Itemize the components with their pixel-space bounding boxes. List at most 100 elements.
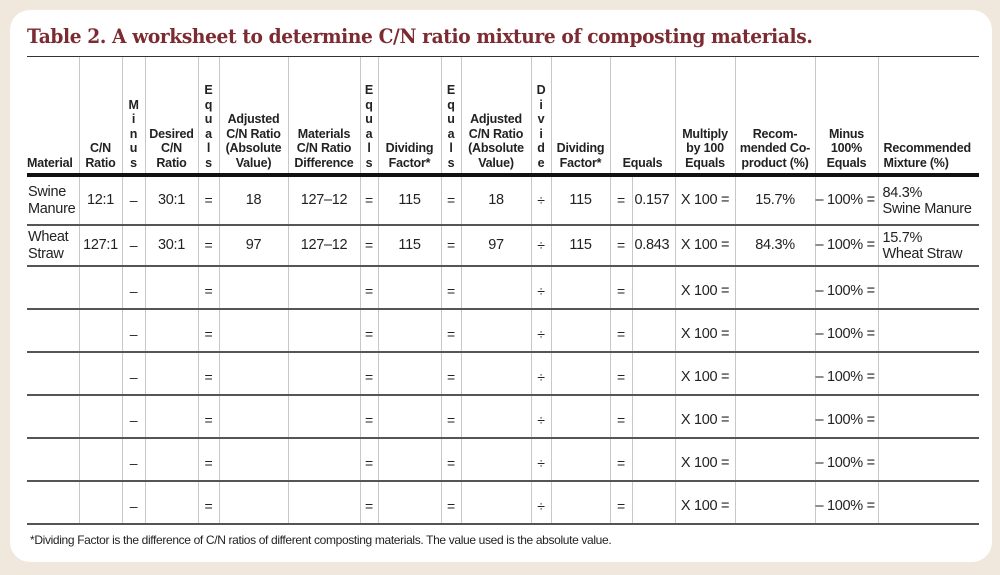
cell-coproduct-empty[interactable] [734, 352, 816, 395]
cell-difference-empty[interactable] [287, 352, 360, 395]
equals-sign: = [440, 352, 461, 395]
cell-desired-empty[interactable] [144, 309, 198, 352]
cell-mixture-empty[interactable] [877, 481, 980, 524]
header-cn-ratio: C/N Ratio [78, 57, 122, 175]
cell-cn-ratio-empty[interactable] [78, 266, 122, 309]
cell-adjusted-2-empty[interactable] [460, 438, 531, 481]
cell-quotient-empty[interactable] [631, 266, 676, 309]
cell-quotient-empty[interactable] [631, 438, 676, 481]
cell-adjusted-empty[interactable] [218, 481, 288, 524]
multiply-100-sign: X 100 = [674, 309, 736, 352]
cell-cn-ratio-empty[interactable] [78, 438, 122, 481]
cell-adjusted-2-empty[interactable] [460, 481, 531, 524]
cell-material-empty[interactable] [27, 481, 79, 524]
cell-coproduct-empty[interactable] [734, 481, 816, 524]
header-minus-100: Minus 100% Equals [814, 57, 879, 175]
footnote: *Dividing Factor is the difference of C/… [30, 533, 612, 547]
cell-adjusted-empty[interactable] [218, 395, 288, 438]
cell-desired-empty[interactable] [144, 395, 198, 438]
multiply-100-sign: X 100 = [674, 266, 736, 309]
cell-dividing-factor-empty[interactable] [377, 266, 441, 309]
header-minus-label: Minus [128, 97, 139, 170]
equals-sign: = [197, 309, 219, 352]
cell-mixture-empty[interactable] [877, 438, 980, 481]
cell-material-empty[interactable] [27, 266, 79, 309]
cell-quotient-empty[interactable] [631, 309, 676, 352]
divide-sign: ÷ [530, 309, 551, 352]
cell-dividing-factor-empty[interactable] [377, 438, 441, 481]
equals-sign: = [359, 481, 378, 524]
cell-material-empty[interactable] [27, 352, 79, 395]
cell-mixture-empty[interactable] [877, 309, 980, 352]
cell-dividing-factor-empty[interactable] [377, 395, 441, 438]
table-title: Table 2. A worksheet to determine C/N ra… [27, 24, 813, 48]
cell-adjusted-empty[interactable] [218, 309, 288, 352]
multiply-100-sign: X 100 = [674, 225, 736, 266]
cell-material-empty[interactable] [27, 438, 79, 481]
cell-coproduct-empty[interactable] [734, 266, 816, 309]
cell-adjusted-2-empty[interactable] [460, 266, 531, 309]
equals-sign: = [609, 266, 632, 309]
cell-adjusted-empty[interactable] [218, 266, 288, 309]
cell-dividing-factor-2-empty[interactable] [550, 266, 610, 309]
minus-100-sign: – 100% = [814, 481, 879, 524]
cell-desired-empty[interactable] [144, 352, 198, 395]
cell-adjusted-2-empty[interactable] [460, 352, 531, 395]
cell-coproduct-empty[interactable] [734, 395, 816, 438]
multiply-100-sign: X 100 = [674, 438, 736, 481]
equals-sign: = [197, 438, 219, 481]
header-equals-2: Equals [359, 57, 378, 175]
cell-cn-ratio-empty[interactable] [78, 395, 122, 438]
cell-material-empty[interactable] [27, 309, 79, 352]
cell-dividing-factor-2-empty[interactable] [550, 395, 610, 438]
equals-sign: = [440, 309, 461, 352]
cell-dividing-factor-2-empty[interactable] [550, 481, 610, 524]
cell-dividing-factor-empty[interactable] [377, 481, 441, 524]
cell-mixture-empty[interactable] [877, 395, 980, 438]
cell-quotient-empty[interactable] [631, 481, 676, 524]
minus-100-sign: – 100% = [814, 395, 879, 438]
cell-cn-ratio-empty[interactable] [78, 352, 122, 395]
cell-cn-ratio-empty[interactable] [78, 309, 122, 352]
header-row: Material C/N Ratio Minus Desired C/N Rat… [27, 57, 980, 175]
cell-mixture-empty[interactable] [877, 352, 980, 395]
equals-sign: = [609, 395, 632, 438]
cell-difference-empty[interactable] [287, 309, 360, 352]
cell-mixture-empty[interactable] [877, 266, 980, 309]
cell-desired-empty[interactable] [144, 438, 198, 481]
cell-adjusted-2-empty[interactable] [460, 395, 531, 438]
empty-table-row: – = = = ÷ = X 100 = – 100% = [27, 481, 980, 524]
cell-difference-empty[interactable] [287, 266, 360, 309]
cell-desired-empty[interactable] [144, 481, 198, 524]
cell-dividing-factor-2-empty[interactable] [550, 438, 610, 481]
cell-adjusted-empty[interactable] [218, 438, 288, 481]
cell-adjusted-2-empty[interactable] [460, 309, 531, 352]
cell-coproduct-empty[interactable] [734, 438, 816, 481]
cell-difference-empty[interactable] [287, 395, 360, 438]
cell-difference-empty[interactable] [287, 438, 360, 481]
cell-coproduct-empty[interactable] [734, 309, 816, 352]
cell-desired-empty[interactable] [144, 266, 198, 309]
cell-difference-empty[interactable] [287, 481, 360, 524]
equals-sign: = [359, 352, 378, 395]
header-desired-cn-ratio: Desired C/N Ratio [144, 57, 198, 175]
multiply-100-sign: X 100 = [674, 395, 736, 438]
cell-dividing-factor-2: 115 [550, 175, 610, 225]
cell-dividing-factor-2-empty[interactable] [550, 352, 610, 395]
cell-dividing-factor-2-empty[interactable] [550, 309, 610, 352]
cell-dividing-factor-empty[interactable] [377, 309, 441, 352]
minus-100-sign: – 100% = [814, 438, 879, 481]
table-body: Swine Manure 12:1 – 30:1 = 18 127–12 = 1… [27, 175, 980, 524]
minus-100-sign: – 100% = [814, 266, 879, 309]
cell-dividing-factor: 115 [377, 175, 441, 225]
cell-quotient-empty[interactable] [631, 395, 676, 438]
cell-adjusted-empty[interactable] [218, 352, 288, 395]
cell-cn-ratio-empty[interactable] [78, 481, 122, 524]
table-row: Swine Manure 12:1 – 30:1 = 18 127–12 = 1… [27, 175, 980, 225]
minus-100-sign: – 100% = [814, 225, 879, 266]
equals-sign: = [197, 175, 219, 225]
cell-material-empty[interactable] [27, 395, 79, 438]
cell-cn-ratio: 12:1 [78, 175, 122, 225]
cell-quotient-empty[interactable] [631, 352, 676, 395]
cell-dividing-factor-empty[interactable] [377, 352, 441, 395]
